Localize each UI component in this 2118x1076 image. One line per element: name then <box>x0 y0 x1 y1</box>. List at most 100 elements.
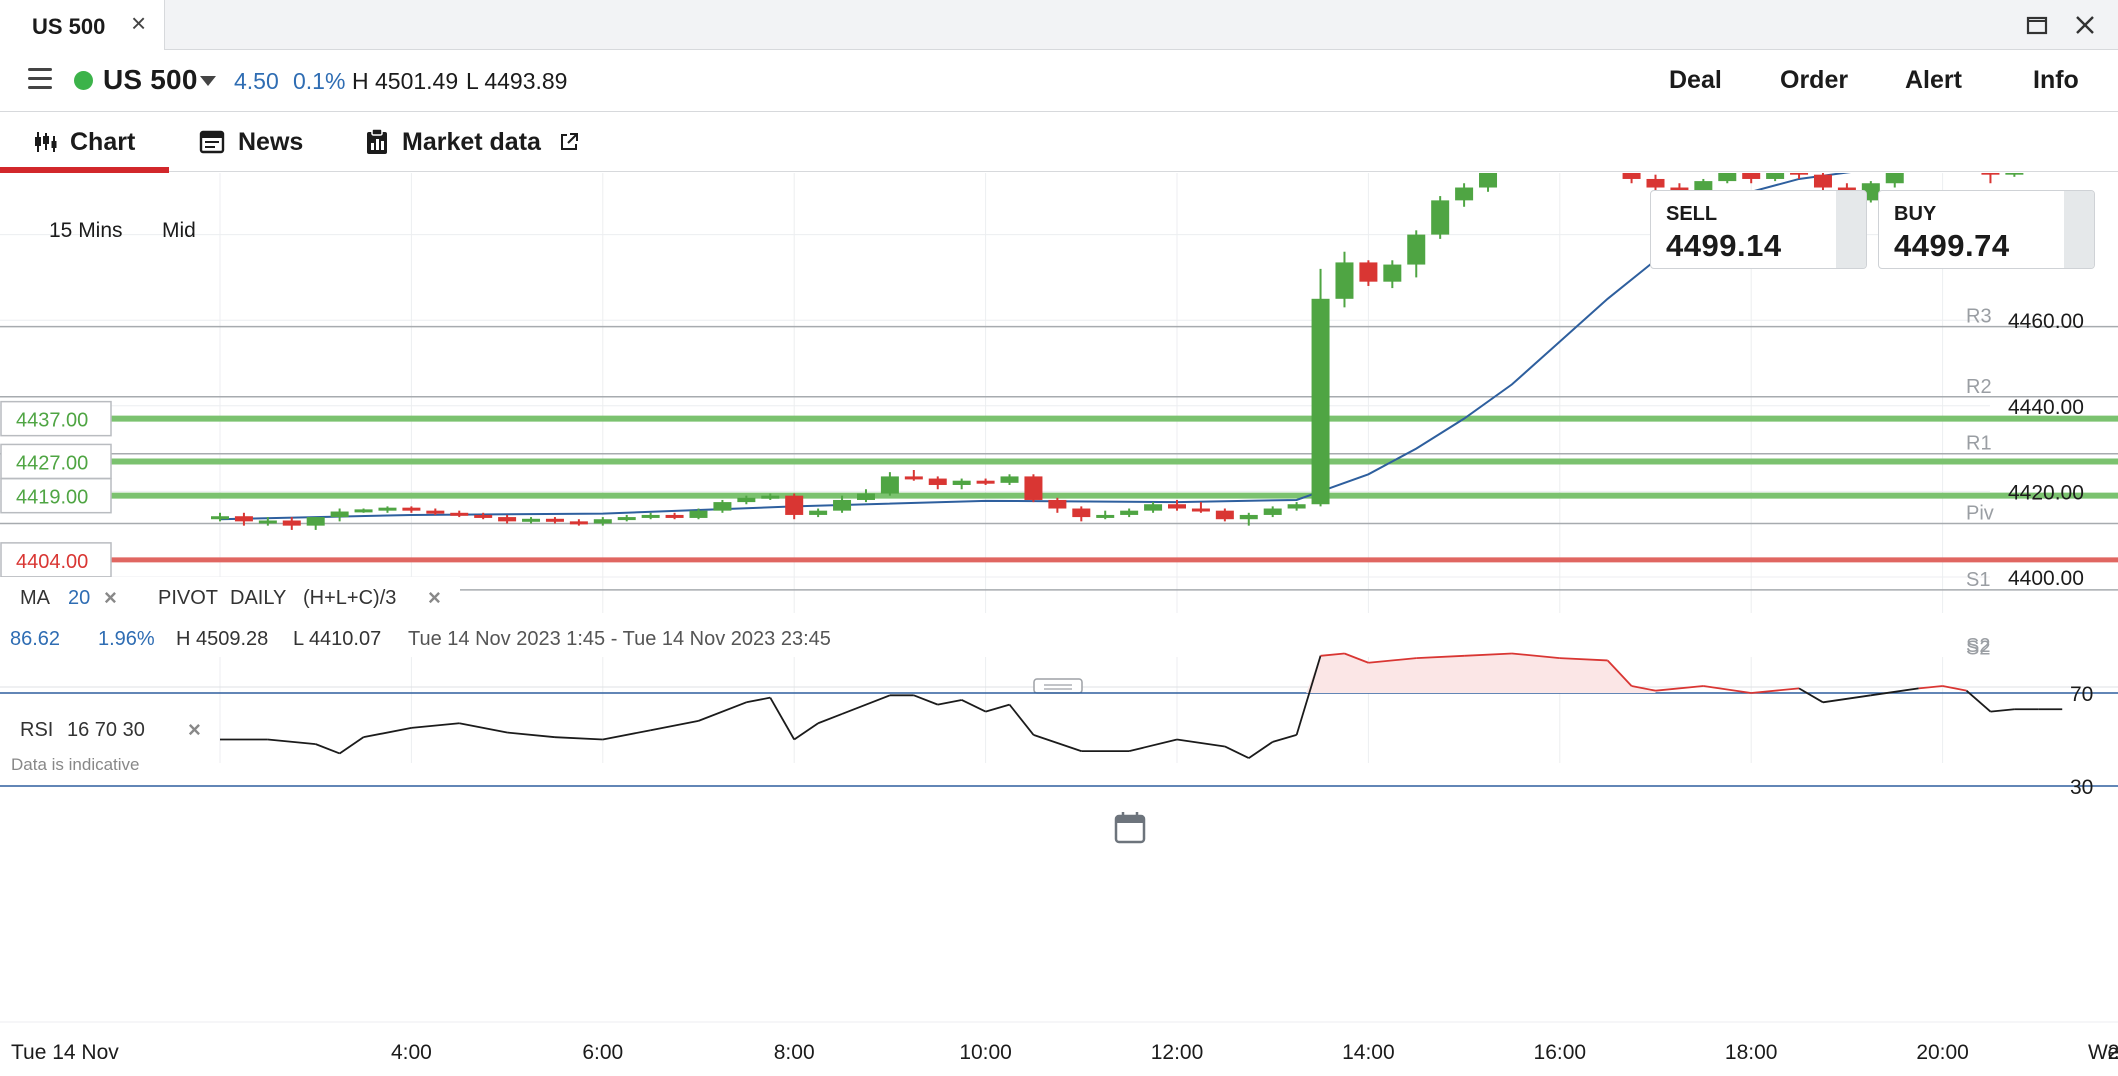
order-level-box <box>0 542 112 578</box>
candle <box>1287 504 1306 509</box>
order-level-label: 4427.00 <box>16 452 88 474</box>
tab-chart-label: Chart <box>70 128 136 156</box>
summary-low: L 4410.07 <box>293 628 381 650</box>
candlestick-icon <box>35 132 57 152</box>
candle <box>1431 200 1450 235</box>
rsi-line-segment <box>1703 685 1752 694</box>
rsi-line-segment <box>1606 659 1633 687</box>
chart-area[interactable]: R3 R2 R1 Piv S1 S2 4437.00 4427.00 4419.00 4404.0… <box>0 173 2118 1076</box>
rsi-line-segment <box>602 729 651 741</box>
rsi-line-segment <box>1320 652 1345 657</box>
remove-pivot-icon: × <box>428 585 441 610</box>
candle <box>330 511 349 518</box>
ma-period: 20 <box>68 587 90 609</box>
rsi-line-segment <box>1344 652 1369 664</box>
buy-button[interactable]: BUY 4499.74 <box>1878 190 2095 269</box>
candle <box>1000 476 1019 483</box>
candle <box>1239 514 1258 520</box>
candle <box>2005 173 2024 175</box>
rsi-line-segment <box>1559 657 1608 662</box>
info-button[interactable]: Info <box>2033 66 2079 94</box>
rsi-line-segment <box>937 699 962 706</box>
ma-line <box>219 173 1851 521</box>
candle <box>282 520 301 526</box>
rsi-line-segment <box>1798 687 1824 704</box>
candle <box>426 510 445 514</box>
candle <box>856 493 875 500</box>
rsi-line-segment <box>459 722 508 734</box>
candles <box>211 173 2024 530</box>
candle <box>1335 262 1354 299</box>
candle <box>809 510 828 515</box>
x-axis-label: 18:00 <box>1725 1041 1778 1064</box>
candle <box>1024 476 1043 500</box>
price-chart[interactable]: R3 R2 R1 Piv S1 S2 4437.00 4427.00 4419.00 4404.0… <box>0 173 2118 1076</box>
rsi-line-segment <box>746 696 771 704</box>
close-window-icon[interactable] <box>2070 10 2100 40</box>
y-axis-label: 4440.00 <box>2008 396 2084 419</box>
close-tab-icon[interactable]: × <box>131 8 147 38</box>
interval-selector[interactable]: 15 Mins <box>49 219 123 242</box>
pivot-formula: (H+L+C)/3 <box>303 587 396 609</box>
price-type-selector[interactable]: Mid <box>162 219 196 242</box>
tab-news[interactable]: News <box>185 113 315 172</box>
candle <box>928 478 947 485</box>
rsi-line-segment <box>554 736 603 741</box>
pivot-label-r3: R3 <box>1966 306 1992 328</box>
rsi-line-segment <box>1464 652 1512 657</box>
indicator-legend-bg <box>0 577 460 613</box>
candle <box>474 514 493 518</box>
candle <box>952 480 971 485</box>
candle <box>498 517 517 522</box>
candle <box>1766 173 1785 179</box>
rsi-line-segment <box>650 720 699 732</box>
pivot-label-s1: S1 <box>1966 569 1990 591</box>
rsi-line-segment <box>1942 685 1967 692</box>
order-level-label: 4419.00 <box>16 487 88 509</box>
deal-button[interactable]: Deal <box>1669 66 1722 94</box>
buy-price: 4499.74 <box>1894 228 2010 263</box>
x-axis-label: 4:00 <box>391 1041 432 1064</box>
order-button[interactable]: Order <box>1780 66 1849 94</box>
chart-labels: R3 R2 R1 Piv S1 S2 4437.00 4427.00 4419.00 4404.0… <box>0 225 2118 694</box>
rsi-line-segment <box>1655 685 1704 692</box>
window-tab[interactable]: US 500 × <box>0 0 165 50</box>
market-name[interactable]: US 500 <box>103 64 198 95</box>
sell-button[interactable]: SELL 4499.14 <box>1650 190 1867 269</box>
rsi-line-segment <box>1176 738 1225 748</box>
rsi-line-segment <box>1965 689 1992 713</box>
pivot-period: DAILY <box>230 587 286 609</box>
candle <box>761 495 780 499</box>
window-titlebar: US 500 × <box>0 0 2118 50</box>
rsi-line-segment <box>507 731 556 739</box>
candle <box>1311 298 1330 505</box>
menu-icon[interactable] <box>28 68 52 90</box>
candle <box>1191 508 1210 512</box>
buy-strip <box>2064 191 2094 268</box>
tab-chart[interactable]: Chart <box>0 113 169 173</box>
rsi-line-segment <box>1511 652 1560 660</box>
tab-news-label: News <box>238 128 304 156</box>
market-dropdown-caret-icon[interactable] <box>200 76 216 86</box>
candle <box>1096 514 1115 518</box>
y-axis-label: 4420.00 <box>2008 481 2084 504</box>
alert-button[interactable]: Alert <box>1905 66 1962 94</box>
order-level-label: 4437.00 <box>16 410 88 432</box>
rsi-line-segment <box>817 713 843 725</box>
external-link-icon <box>561 133 578 150</box>
candle <box>354 509 373 513</box>
rsi-line-segment <box>363 726 412 739</box>
chart-grid <box>0 173 1990 763</box>
candle <box>1790 173 1809 175</box>
candle <box>976 480 995 484</box>
market-low: L 4493.89 <box>466 68 568 94</box>
maximize-icon[interactable] <box>2022 10 2052 40</box>
rsi-level-label: 30 <box>2070 776 2093 799</box>
summary-range: Tue 14 Nov 2023 1:45 - Tue 14 Nov 2023 2… <box>408 628 831 650</box>
rsi-line-segment <box>1128 738 1178 752</box>
tab-market-data[interactable]: Market data <box>355 113 595 172</box>
rsi-line-segment <box>1990 708 2015 713</box>
x-axis-label: 6:00 <box>582 1041 623 1064</box>
candle <box>569 521 588 525</box>
